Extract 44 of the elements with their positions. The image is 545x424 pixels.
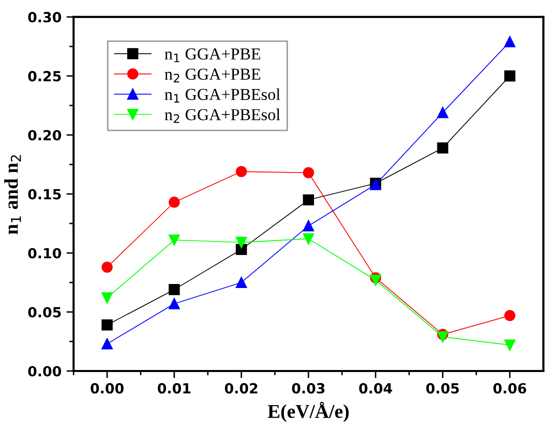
point (102, 292, 113, 304)
point (102, 262, 113, 273)
point (168, 284, 180, 296)
point (236, 276, 247, 288)
y-axis-title: n$_{1}$ and n$_{2}$ (4, 155, 21, 234)
point (102, 338, 113, 350)
y-tick-label: 0.05 (28, 306, 61, 318)
x-tick-label: 0.06 (493, 383, 526, 394)
point (437, 106, 448, 118)
point (504, 36, 516, 48)
x-tick-label: 0.05 (426, 383, 459, 394)
x-tick-label: 0.00 (90, 383, 124, 394)
y-tick-label: 0.20 (28, 130, 62, 140)
point (236, 244, 247, 255)
point (302, 167, 314, 178)
point (236, 236, 247, 248)
point (168, 298, 180, 310)
y-tick-label: 0.30 (28, 12, 62, 22)
point (302, 233, 314, 244)
point (504, 339, 516, 351)
point (302, 194, 314, 206)
legend-label: n$_{1}$ GGA+PBEsol (164, 88, 280, 103)
legend-label: n$_{2}$ GGA+PBE (164, 68, 260, 82)
point (437, 142, 448, 154)
point (302, 220, 314, 232)
point (236, 166, 247, 178)
point (370, 274, 382, 286)
x-tick-label: 0.04 (359, 383, 392, 394)
y-tick-label: 0.10 (28, 248, 62, 258)
x-tick-label: 0.03 (292, 383, 324, 394)
legend-label: n$_{1}$ GGA+PBE (164, 48, 260, 62)
point (168, 234, 180, 246)
point (437, 331, 448, 342)
point (168, 196, 180, 208)
y-tick-label: 0.25 (28, 70, 61, 82)
point (102, 319, 113, 331)
x-axis-title: E(eV/Å/e) (268, 402, 349, 422)
y-tick-label: 0.00 (28, 366, 62, 376)
x-tick-label: 0.02 (224, 383, 258, 394)
legend-label: n$_{2}$ GGA+PBEsol (164, 108, 280, 123)
point (504, 70, 516, 82)
point (504, 310, 516, 322)
x-tick-label: 0.01 (158, 383, 190, 394)
y-tick-label: 0.15 (28, 188, 61, 200)
